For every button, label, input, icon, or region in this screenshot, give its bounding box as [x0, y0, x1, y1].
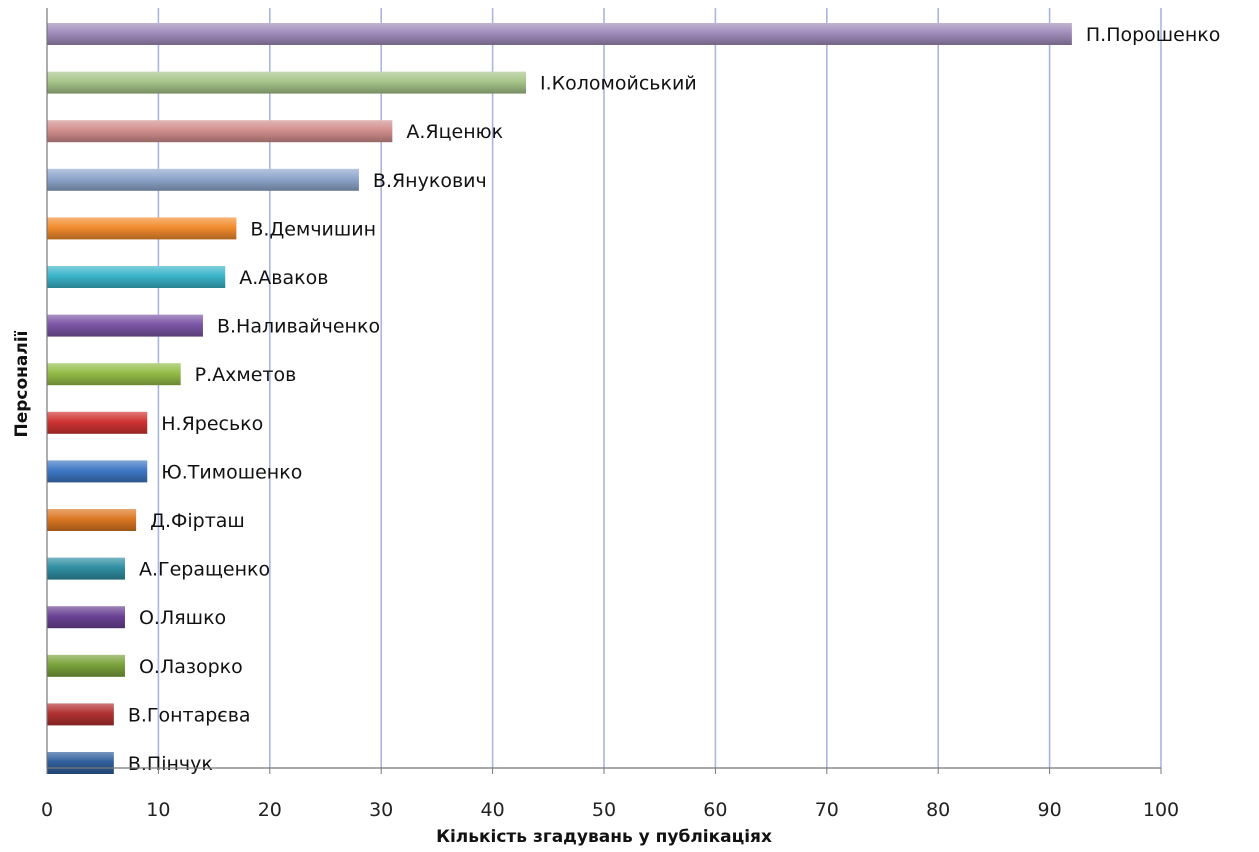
bar-label: А.Аваков	[239, 267, 328, 289]
bar	[47, 557, 125, 580]
x-tick-label: 80	[926, 799, 950, 821]
bar	[47, 23, 1072, 45]
x-tick-label: 40	[481, 799, 505, 821]
bar	[47, 509, 137, 531]
bar	[47, 217, 237, 240]
bar-label: В.Янукович	[373, 170, 487, 192]
bar	[47, 460, 148, 483]
bar	[47, 703, 114, 726]
bar	[47, 363, 181, 386]
axes	[46, 8, 1162, 774]
bar-label: І.Коломойський	[540, 73, 697, 95]
bar-label: О.Ляшко	[139, 607, 226, 629]
bar	[47, 71, 527, 94]
bar-label: В.Демчишин	[250, 218, 376, 240]
bar-label: В.Наливайченко	[217, 316, 380, 338]
bar	[47, 606, 125, 629]
bars: П.Порошенко І.Коломойський А.Яценюк В.Януко…	[47, 23, 1220, 775]
x-tick-labels: 0 10 20 30 40 50 60 70 80 90 100	[41, 799, 1179, 821]
bar	[47, 120, 393, 143]
bar-label: Н.Яресько	[161, 413, 263, 435]
bar-label: В.Пінчук	[128, 753, 213, 775]
bar	[47, 411, 148, 434]
x-tick-label: 60	[703, 799, 727, 821]
bar-label: Ю.Тимошенко	[161, 461, 302, 483]
bar	[47, 266, 226, 288]
x-tick-label: 30	[369, 799, 393, 821]
x-tick-label: 90	[1038, 799, 1062, 821]
bar	[47, 752, 114, 774]
bar-label: О.Лазорко	[139, 656, 243, 678]
bar-label: А.Геращенко	[139, 559, 270, 581]
x-tick-label: 70	[815, 799, 839, 821]
x-tick-label: 0	[41, 799, 53, 821]
bar	[47, 654, 125, 677]
bar-label: Р.Ахметов	[195, 364, 297, 386]
bar-label: В.Гонтарєва	[128, 704, 251, 726]
bar-label: А.Яценюк	[406, 121, 503, 143]
x-tick-label: 100	[1143, 799, 1179, 821]
x-axis-title: Кількість згадувань у публікаціях	[436, 827, 772, 847]
bar	[47, 314, 203, 337]
x-tick-label: 10	[146, 799, 170, 821]
x-tick-label: 20	[258, 799, 282, 821]
x-tick-label: 50	[592, 799, 616, 821]
bar-label: Д.Фірташ	[150, 510, 245, 532]
bar	[47, 168, 359, 191]
y-axis-title: Персоналії	[12, 330, 32, 437]
bar-label: П.Порошенко	[1086, 24, 1221, 46]
